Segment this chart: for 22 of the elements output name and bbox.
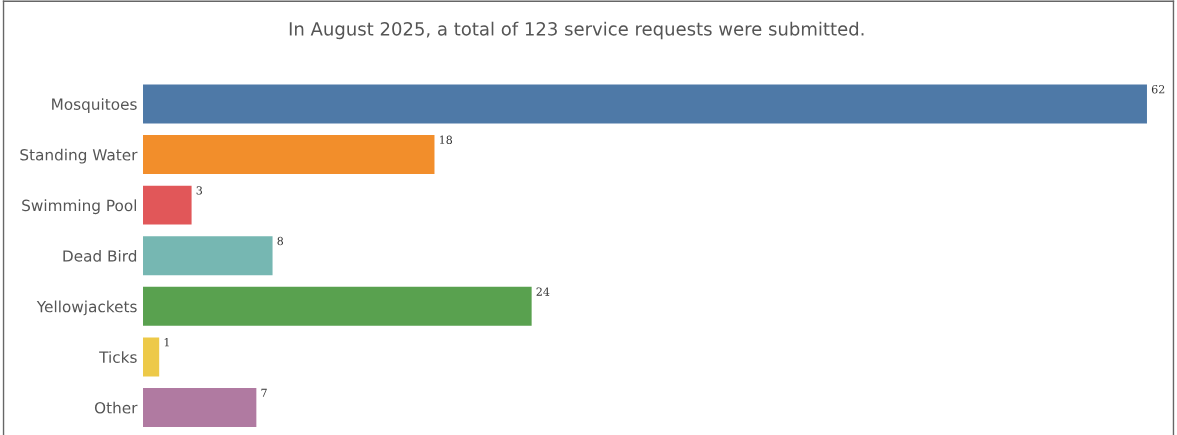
bar [143,388,257,428]
y-tick-label: Swimming Pool [22,199,137,215]
chart-title: In August 2025, a total of 123 service requests were submitted. [289,21,864,40]
data-label: 7 [261,388,267,397]
y-tick-label: Other [94,401,138,414]
bar [143,84,1147,124]
bar [143,337,160,377]
data-label: 3 [196,186,202,195]
y-tick-label: Yellowjackets [36,300,137,316]
bar [143,236,273,276]
y-tick-label: Mosquitoes [52,98,137,113]
y-tick-label: Dead Bird [63,249,137,262]
bar [143,286,532,326]
y-tick-label: Standing Water [20,148,138,164]
bar [143,185,192,225]
data-label: 24 [536,287,550,296]
y-tick-label: Ticks [99,351,137,363]
bar [143,135,435,175]
data-label: 1 [164,338,169,347]
data-label: 8 [277,236,284,246]
data-label: 18 [440,135,453,145]
data-label: 62 [1151,85,1165,94]
